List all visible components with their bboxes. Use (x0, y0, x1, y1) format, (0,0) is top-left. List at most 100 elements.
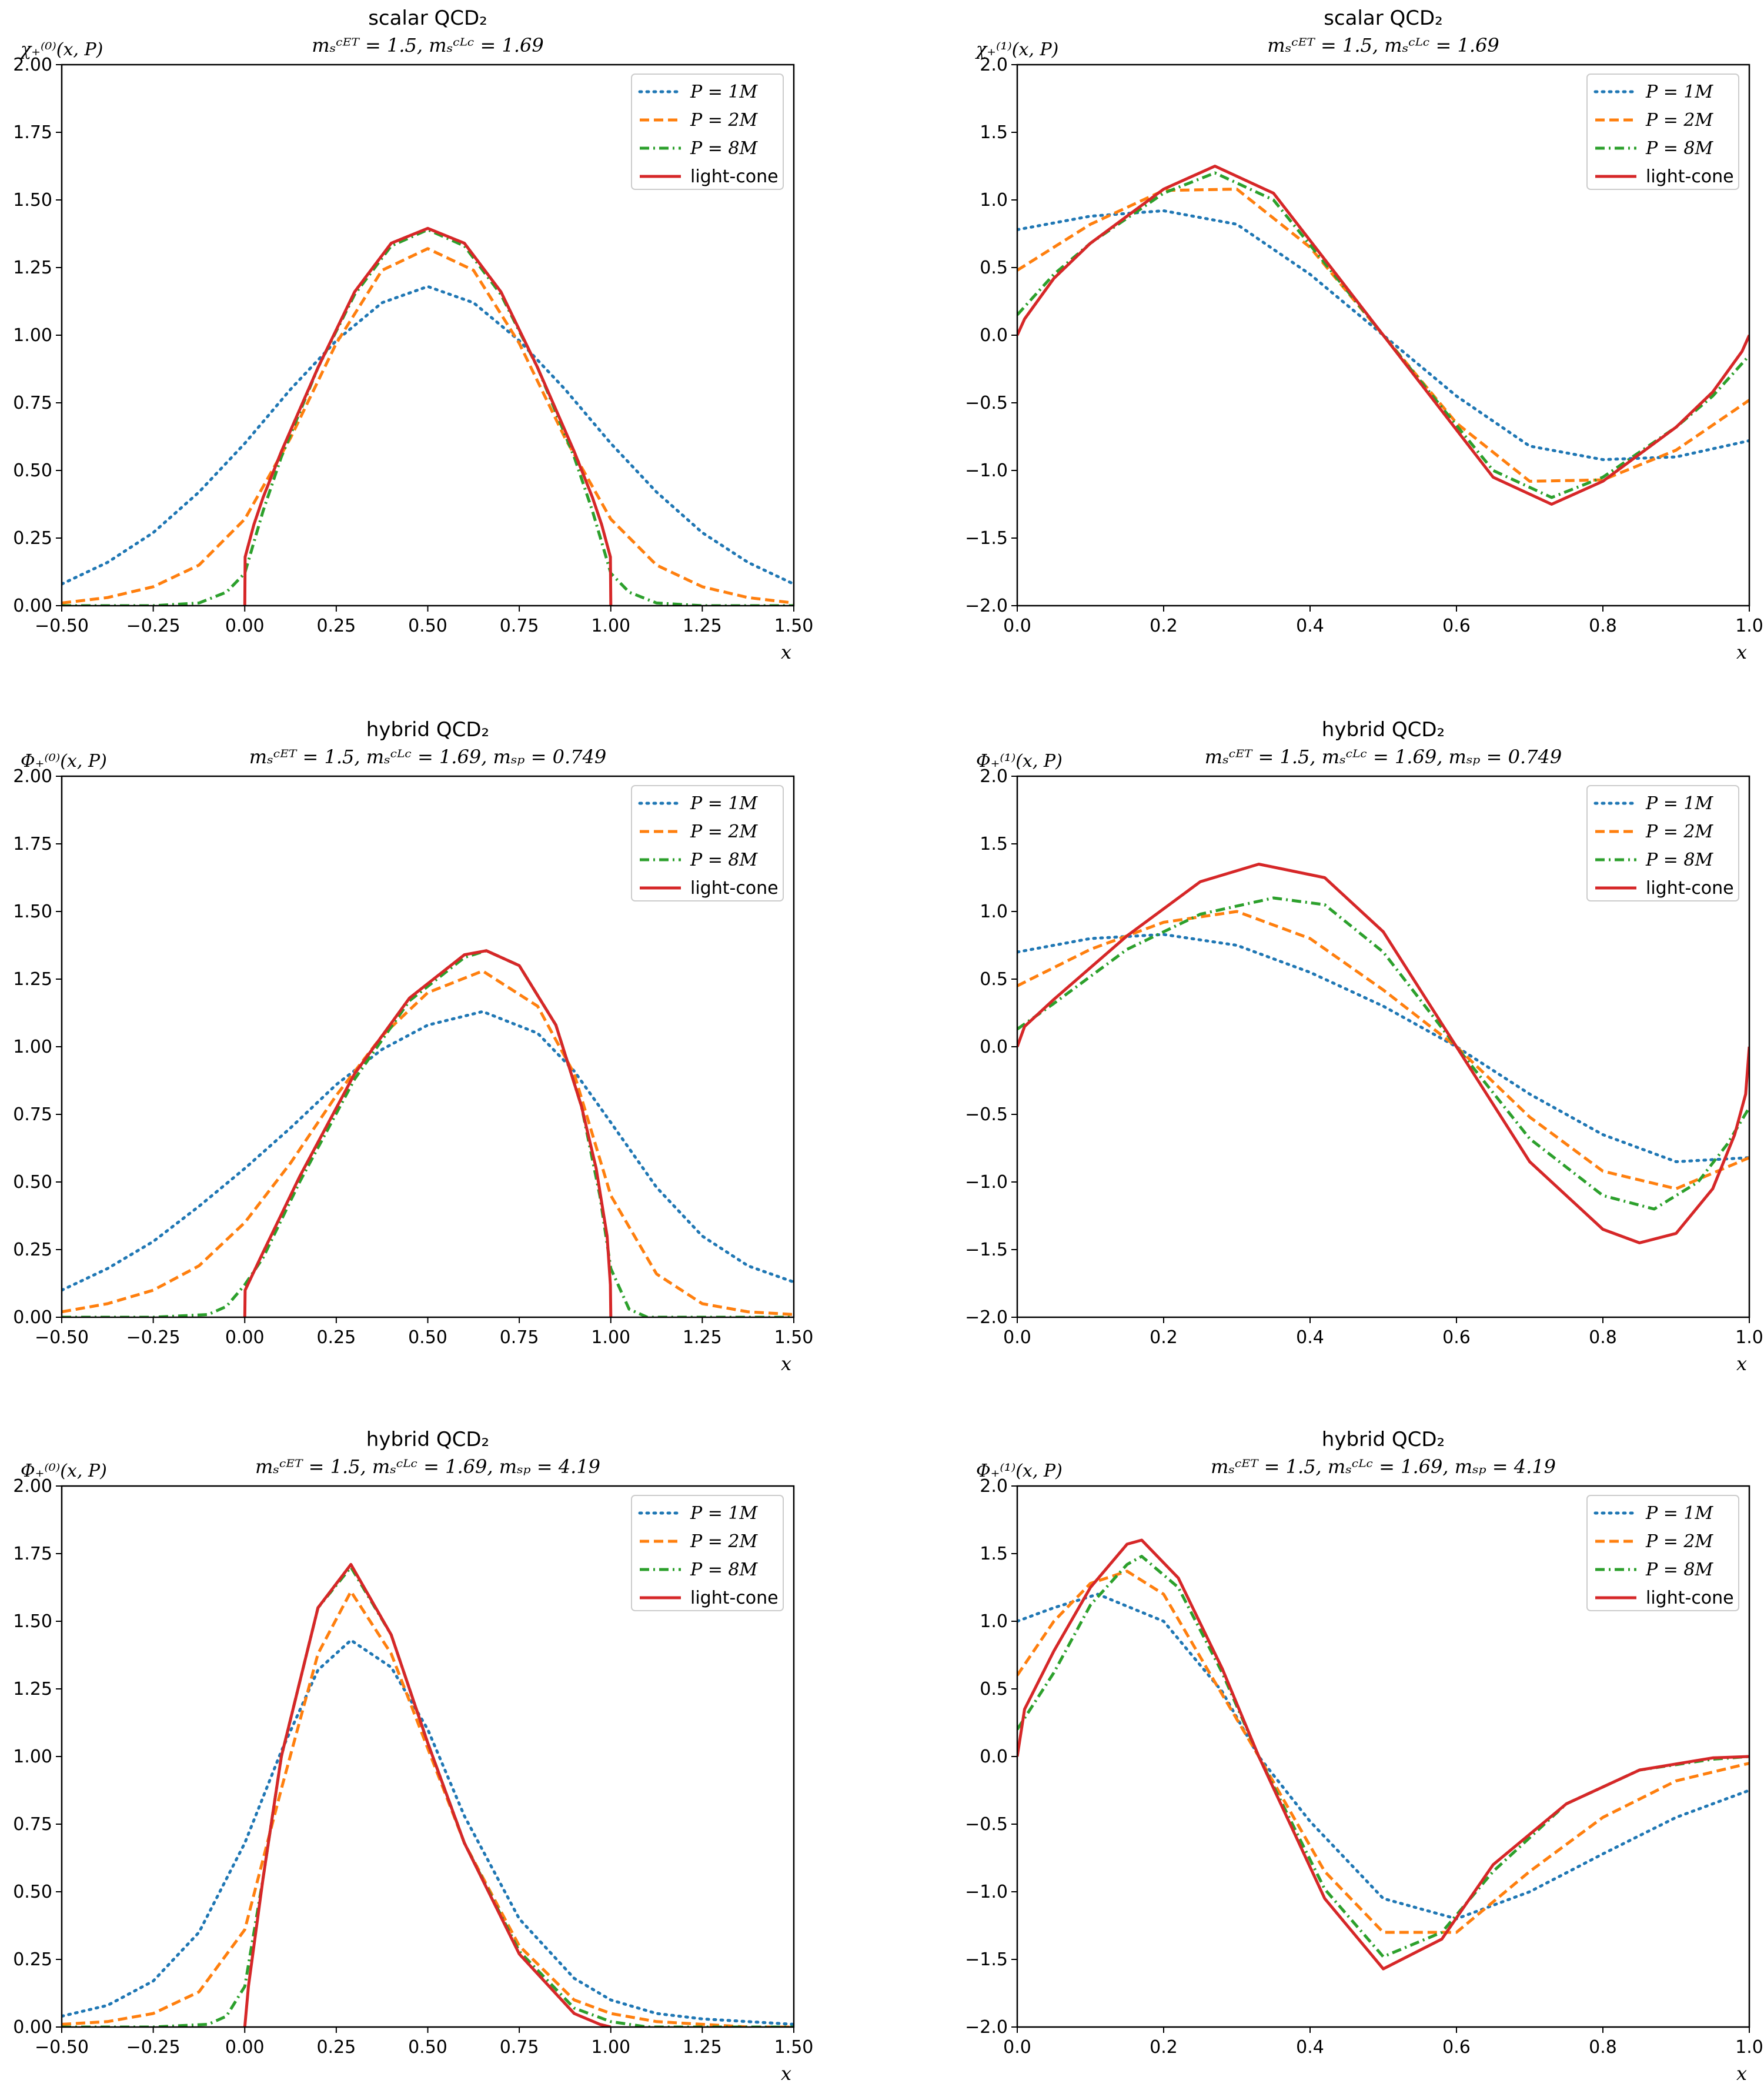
legend-label: P = 2M (1645, 822, 1713, 842)
legend-label: P = 2M (1645, 110, 1713, 131)
y-tick-label: −2.0 (965, 2017, 1008, 2038)
x-axis-label: x (781, 1353, 791, 1375)
y-tick-label: −0.5 (965, 1814, 1008, 1835)
x-tick-label: 0.75 (500, 1327, 539, 1348)
x-tick-label: 0.4 (1296, 616, 1324, 636)
y-tick-label: −1.5 (965, 1949, 1008, 1970)
y-tick-label: 2.00 (13, 55, 52, 75)
chart-subtitle: mₛᶜᴱᵀ = 1.5, mₛᶜᴸᶜ = 1.69, mₛₚ = 4.19 (255, 1455, 600, 1478)
chart-subtitle: mₛᶜᴱᵀ = 1.5, mₛᶜᴸᶜ = 1.69, mₛₚ = 0.749 (1205, 746, 1562, 768)
y-tick-label: 1.00 (13, 1747, 52, 1767)
series-line-2 (1017, 188, 1749, 483)
y-tick-label: −2.0 (965, 1307, 1008, 1328)
x-tick-label: 0.2 (1150, 616, 1178, 636)
y-tick-label: 0.50 (13, 460, 52, 481)
series-line-1 (62, 285, 794, 586)
x-tick-label: 0.00 (225, 2037, 265, 2058)
legend-box (1586, 785, 1739, 901)
y-tick-label: −1.0 (965, 1172, 1008, 1193)
y-tick-label: 0.5 (980, 1679, 1008, 1699)
legend-label: P = 8M (1645, 1560, 1713, 1580)
chart-subtitle: mₛᶜᴱᵀ = 1.5, mₛᶜᴸᶜ = 1.69, mₛₚ = 0.749 (249, 746, 606, 768)
chart-3: −0.50 −0.25 0.00 0.25 0.50 0.75 1.00 1.25 1.50 0.… (13, 718, 813, 1375)
x-tick-label: −0.50 (35, 2037, 89, 2058)
legend-label: P = 1M (1645, 1503, 1713, 1524)
chart-subtitle: mₛᶜᴱᵀ = 1.5, mₛᶜᴸᶜ = 1.69 (1267, 34, 1499, 56)
x-tick-label: 1.0 (1735, 1327, 1763, 1348)
y-tick-label: 0.0 (980, 1037, 1008, 1057)
x-tick-label: 0.6 (1442, 2037, 1471, 2058)
y-axis-label: Φ₊⁽¹⁾(x, P) (976, 1461, 1063, 1481)
x-axis-label: x (781, 2062, 791, 2085)
legend-label: P = 8M (1645, 850, 1713, 870)
y-tick-label: 0.50 (13, 1172, 52, 1193)
chart-1: −0.50 −0.25 0.00 0.25 0.50 0.75 1.00 1.25 1.50 0.… (13, 6, 813, 663)
series-line-4 (243, 1562, 612, 2027)
y-tick-label: 0.75 (13, 393, 52, 413)
legend: P = 1M P = 2M P = 8M light-cone (1586, 1495, 1739, 1611)
y-axis-label: Φ₊⁽⁰⁾(x, P) (21, 1461, 107, 1481)
legend-label: P = 8M (690, 138, 758, 159)
y-tick-label: 2.0 (980, 766, 1008, 787)
x-tick-label: 1.25 (683, 2037, 722, 2058)
y-tick-label: 0.25 (13, 1949, 52, 1970)
y-tick-label: 2.0 (980, 1476, 1008, 1497)
legend-label: P = 2M (690, 822, 758, 842)
chart-title: scalar QCD₂ (1324, 6, 1443, 30)
x-axis-label: x (1736, 1353, 1747, 1375)
x-tick-label: 0.75 (500, 616, 539, 636)
x-axis-label: x (781, 641, 791, 663)
chart-2: 0.0 0.2 0.4 0.6 0.8 1.0 −2.0 −1.5 −1.0 −0.5 0.0 0.5… (965, 6, 1763, 663)
legend: P = 1M P = 2M P = 8M light-cone (1586, 74, 1739, 190)
legend-label: light-cone (1646, 1588, 1734, 1608)
legend-label: light-cone (690, 166, 779, 187)
legend-label: P = 1M (690, 1503, 758, 1524)
x-tick-label: 0.6 (1442, 616, 1471, 636)
y-tick-label: 0.0 (980, 325, 1008, 346)
x-tick-label: −0.25 (126, 616, 181, 636)
y-tick-label: −1.5 (965, 1240, 1008, 1260)
series-line-1 (1017, 933, 1749, 1163)
legend-label: P = 8M (1645, 138, 1713, 159)
x-tick-label: 0.2 (1150, 1327, 1178, 1348)
y-tick-label: 1.75 (13, 1544, 52, 1564)
x-axis-label: x (1736, 2062, 1747, 2085)
x-tick-label: 0.0 (1003, 2037, 1031, 2058)
y-tick-label: −1.0 (965, 1882, 1008, 1902)
x-tick-label: −0.50 (35, 616, 89, 636)
y-tick-label: 0.0 (980, 1747, 1008, 1767)
chart-title: hybrid QCD₂ (1322, 718, 1445, 742)
x-tick-label: 0.50 (408, 1327, 447, 1348)
legend: P = 1M P = 2M P = 8M light-cone (631, 74, 784, 190)
x-tick-label: 0.00 (225, 1327, 265, 1348)
series-line-1 (62, 1010, 794, 1292)
series-line-4 (243, 226, 613, 606)
x-tick-label: 0.50 (408, 616, 447, 636)
y-tick-label: 0.75 (13, 1814, 52, 1835)
x-tick-label: 0.8 (1589, 1327, 1617, 1348)
legend-box (1586, 74, 1739, 190)
legend-label: P = 1M (690, 793, 758, 814)
legend-label: P = 2M (690, 110, 758, 131)
y-tick-label: 1.25 (13, 1679, 52, 1699)
legend-label: P = 8M (690, 1560, 758, 1580)
y-tick-label: 0.25 (13, 1240, 52, 1260)
y-tick-label: 0.25 (13, 528, 52, 549)
chart-title: hybrid QCD₂ (366, 718, 489, 742)
y-tick-label: −1.5 (965, 528, 1008, 549)
y-tick-label: −2.0 (965, 596, 1008, 616)
y-tick-label: 2.00 (13, 1476, 52, 1497)
x-tick-label: 1.00 (591, 2037, 630, 2058)
x-tick-label: 1.00 (591, 1327, 630, 1348)
series-line-2 (62, 1590, 794, 2027)
series-line-1 (62, 1638, 794, 2026)
series-line-3 (62, 1565, 794, 2027)
x-tick-label: −0.25 (126, 1327, 181, 1348)
x-tick-label: 1.00 (591, 616, 630, 636)
y-tick-label: 1.5 (980, 834, 1008, 854)
series-line-2 (1017, 1570, 1749, 1934)
series-line-1 (1017, 1592, 1749, 1921)
legend-box (631, 1495, 784, 1611)
y-tick-label: 0.00 (13, 596, 52, 616)
y-tick-label: 1.25 (13, 258, 52, 278)
